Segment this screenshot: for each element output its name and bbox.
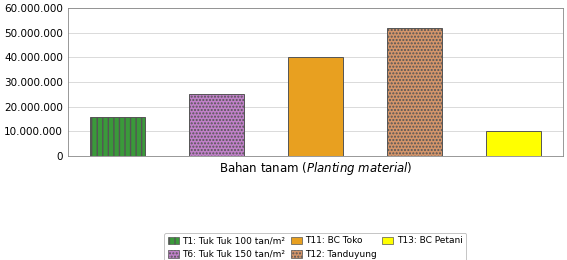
X-axis label: Bahan tanam $\it{(Planting\ material)}$: Bahan tanam $\it{(Planting\ material)}$ xyxy=(219,160,412,177)
Bar xyxy=(387,28,442,156)
Bar xyxy=(486,131,540,156)
Bar xyxy=(288,57,342,156)
Legend: T1: Tuk Tuk 100 tan/m², T6: Tuk Tuk 150 tan/m², T11: BC Toko, T12: Tanduyung, T1: T1: Tuk Tuk 100 tan/m², T6: Tuk Tuk 150 … xyxy=(164,233,467,260)
Bar xyxy=(90,116,145,156)
Bar xyxy=(189,94,244,156)
